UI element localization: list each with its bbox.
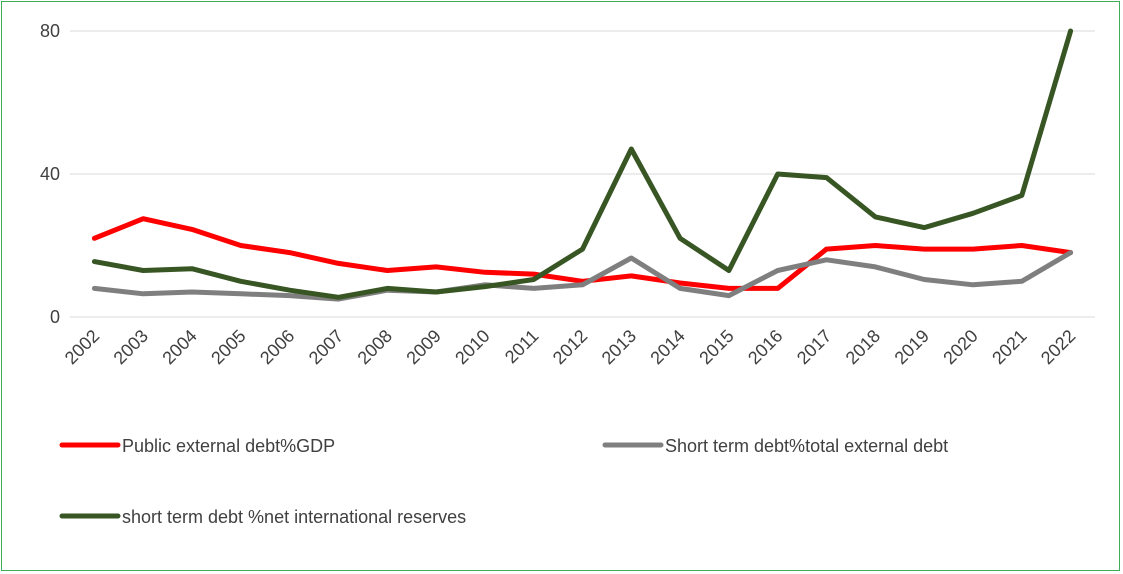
x-tick-label: 2021 [988, 326, 1030, 368]
legend-item-short-term-debt-total: Short term debt%total external debt [602, 436, 948, 456]
x-tick-label: 2011 [501, 326, 543, 368]
x-tick-label: 2015 [695, 326, 737, 368]
x-tick-label: 2019 [891, 326, 933, 368]
x-tick-label: 2009 [402, 326, 444, 368]
x-tick-label: 2014 [646, 326, 688, 368]
legend-label: Short term debt%total external debt [665, 436, 948, 456]
x-tick-label: 2012 [549, 326, 591, 368]
legend-item-short-term-debt-reserves: short term debt %net international reser… [59, 507, 466, 527]
x-axis-ticks: 2002 2003 2004 2005 2006 2007 2008 2009 2010 2011… [61, 326, 1080, 368]
series-line-2 [91, 28, 1074, 300]
x-tick-label: 2018 [842, 326, 884, 368]
x-tick-label: 2022 [1037, 326, 1079, 368]
x-tick-label: 2013 [598, 326, 640, 368]
x-tick-label: 2016 [744, 326, 786, 368]
x-tick-label: 2008 [354, 326, 396, 368]
x-tick-label: 2007 [305, 326, 347, 368]
x-tick-label: 2017 [793, 326, 835, 368]
x-tick-label: 2003 [110, 326, 152, 368]
x-tick-label: 2010 [451, 326, 493, 368]
gridlines [70, 30, 1095, 318]
x-tick-label: 2004 [158, 326, 200, 368]
legend-item-public-external-debt: Public external debt%GDP [59, 436, 335, 456]
legend-label: Public external debt%GDP [122, 436, 335, 456]
legend: Public external debt%GDP Short term debt… [59, 436, 948, 527]
series-lines [91, 28, 1074, 302]
x-tick-label: 2006 [256, 326, 298, 368]
legend-label: short term debt %net international reser… [122, 507, 466, 527]
y-tick-label: 0 [50, 307, 60, 327]
x-tick-label: 2002 [61, 326, 103, 368]
y-tick-label: 80 [40, 21, 60, 41]
y-tick-label: 40 [40, 164, 60, 184]
x-tick-label: 2020 [939, 326, 981, 368]
x-tick-label: 2005 [207, 326, 249, 368]
y-axis-ticks: 0 40 80 [40, 21, 60, 327]
series-line-0 [91, 216, 1074, 291]
series-line-1 [91, 250, 1074, 302]
